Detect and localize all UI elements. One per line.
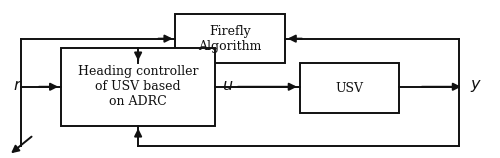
Text: $r$: $r$ bbox=[12, 77, 22, 94]
Text: $y$: $y$ bbox=[470, 77, 482, 94]
Text: $u$: $u$ bbox=[222, 77, 234, 94]
Text: USV: USV bbox=[336, 82, 363, 95]
FancyBboxPatch shape bbox=[176, 14, 285, 64]
Text: Heading controller
of USV based
on ADRC: Heading controller of USV based on ADRC bbox=[78, 65, 198, 108]
Text: Firefly
Algorithm: Firefly Algorithm bbox=[198, 25, 262, 53]
FancyBboxPatch shape bbox=[61, 48, 215, 126]
FancyBboxPatch shape bbox=[300, 64, 399, 113]
